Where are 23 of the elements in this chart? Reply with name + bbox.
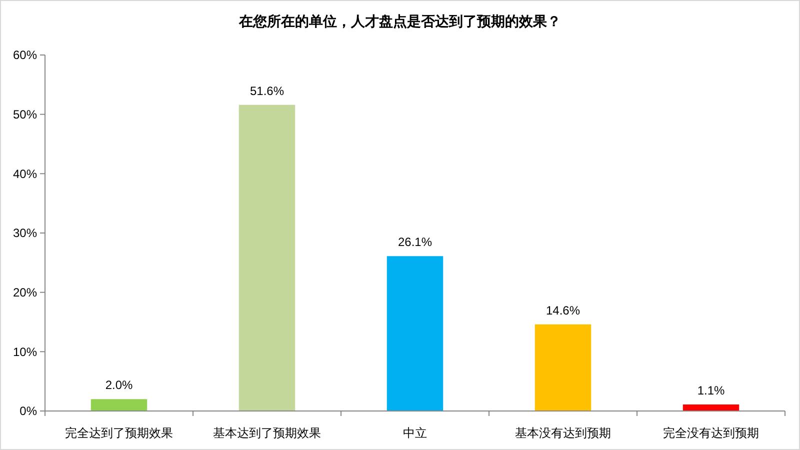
- x-tick-label: 基本没有达到预期: [515, 426, 611, 440]
- bar: [534, 324, 592, 411]
- x-tick-label: 基本达到了预期效果: [213, 426, 321, 440]
- y-tick-label: 20%: [12, 286, 38, 300]
- data-label: 26.1%: [398, 235, 432, 250]
- bar: [682, 404, 740, 411]
- bar: [238, 104, 296, 411]
- data-label: 2.0%: [105, 378, 133, 392]
- y-tick-label: 50%: [12, 108, 38, 122]
- chart-title: 在您所在的单位，人才盘点是否达到了预期的效果？: [238, 13, 561, 29]
- bar: [90, 399, 148, 411]
- data-label: 51.6%: [250, 84, 284, 98]
- x-tick-label: 完全达到了预期效果: [65, 426, 173, 440]
- data-label: 1.1%: [697, 383, 725, 398]
- y-tick-label: 0%: [20, 404, 38, 418]
- y-tick-label: 10%: [12, 344, 38, 359]
- x-tick-label: 完全没有达到预期: [663, 426, 759, 440]
- data-label: 14.6%: [546, 303, 580, 318]
- x-tick-label: 中立: [403, 426, 427, 440]
- y-tick-label: 30%: [12, 226, 38, 240]
- y-tick-label: 40%: [12, 166, 38, 181]
- bar: [386, 256, 444, 411]
- y-tick-label: 60%: [12, 48, 38, 62]
